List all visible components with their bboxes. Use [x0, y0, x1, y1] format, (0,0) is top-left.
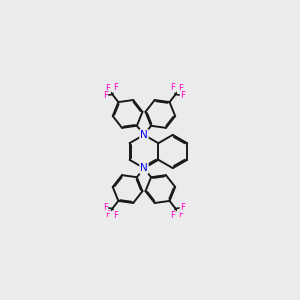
Text: F: F: [180, 203, 185, 212]
Text: F: F: [103, 91, 107, 100]
Text: F: F: [178, 84, 182, 93]
Text: F: F: [105, 84, 110, 93]
Text: N: N: [140, 130, 148, 140]
Text: F: F: [113, 83, 118, 92]
Text: F: F: [113, 211, 118, 220]
Text: F: F: [170, 211, 175, 220]
Text: F: F: [178, 210, 182, 219]
Text: F: F: [180, 91, 185, 100]
Text: F: F: [105, 210, 110, 219]
Text: F: F: [170, 83, 175, 92]
Text: N: N: [140, 163, 148, 173]
Text: F: F: [103, 203, 107, 212]
